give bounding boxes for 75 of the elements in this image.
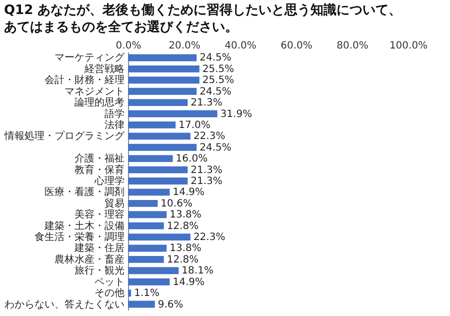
data-label: 17.0% — [178, 120, 210, 131]
y-tick-label: 貿易 — [104, 197, 124, 210]
x-tick-label: 60.0% — [280, 40, 312, 52]
data-label: 21.3% — [190, 98, 222, 109]
data-label: 21.3% — [190, 176, 222, 187]
y-tick-label: わからない、答えたくない — [4, 298, 124, 310]
data-label: 22.3% — [193, 232, 226, 244]
y-tick-label: 論理的思考 — [74, 96, 124, 109]
bar — [128, 211, 167, 218]
y-tick-label: 建築・土木・設備 — [44, 220, 124, 232]
bar — [128, 88, 197, 95]
y-tick-label: 心理学 — [94, 175, 124, 187]
bar — [128, 166, 188, 174]
data-label: 12.8% — [166, 220, 199, 232]
data-label: 14.9% — [172, 276, 204, 288]
data-label: 13.8% — [170, 243, 202, 254]
bar — [128, 300, 155, 308]
bar — [128, 200, 158, 207]
bar — [128, 178, 188, 184]
y-tick-label: 建築・住居 — [74, 242, 124, 254]
bar — [128, 256, 164, 263]
bar — [128, 188, 170, 196]
data-label: 25.5% — [202, 75, 234, 86]
y-tick-label: マーケティング — [54, 52, 126, 64]
y-tick-label: 食生活・栄養・調理 — [34, 231, 124, 244]
bar — [128, 144, 197, 151]
y-tick-label: 美容・理容 — [74, 208, 124, 221]
bar — [128, 65, 200, 72]
data-label: 18.1% — [182, 266, 214, 277]
chart-title: Q12 あなたが、老後も働くために習得したいと思う知識について、あてはまるものを全てお選びください。 — [4, 2, 402, 35]
y-tick-label: 経営戦略 — [84, 62, 124, 75]
data-label: 21.3% — [190, 164, 222, 176]
y-tick-label: ペット — [94, 276, 124, 288]
data-label: 14.9% — [172, 187, 204, 198]
x-tick-label: 20.0% — [168, 40, 200, 52]
data-label: 22.3% — [193, 131, 226, 142]
y-tick-label: 会計・財務・経理 — [44, 74, 124, 86]
x-tick-label: 0.0% — [116, 40, 142, 52]
x-tick-label: 40.0% — [224, 40, 256, 52]
x-tick-label: 80.0% — [336, 40, 368, 52]
y-tick-label: その他 — [94, 287, 124, 300]
data-label: 1.1% — [134, 288, 160, 300]
bar — [128, 234, 190, 241]
data-label: 31.9% — [220, 108, 252, 120]
y-tick-label: 教育・保育 — [74, 164, 124, 176]
bar — [128, 278, 170, 286]
data-label: 13.8% — [170, 210, 202, 221]
y-tick-label: 法律 — [104, 118, 124, 131]
bar — [128, 99, 188, 106]
data-label: 12.8% — [166, 254, 199, 266]
data-label: 9.6% — [158, 299, 184, 310]
y-tick-label: 旅行・観光 — [74, 264, 124, 277]
y-tick-label: 農林水産・畜産 — [54, 253, 124, 266]
bar — [128, 267, 179, 274]
y-tick-label: 情報処理・プログラミング — [4, 130, 126, 142]
data-label: 24.5% — [200, 52, 232, 64]
y-tick-label: マネジメント — [64, 86, 124, 98]
data-label: 25.5% — [202, 64, 234, 75]
y-tick-label: 介護・福祉 — [74, 152, 124, 165]
bar — [128, 290, 132, 297]
bar — [128, 110, 218, 118]
data-label: 24.5% — [200, 142, 232, 154]
data-label: 16.0% — [176, 154, 208, 165]
data-label: 24.5% — [200, 86, 232, 98]
data-label: 10.6% — [160, 198, 192, 210]
bar — [128, 244, 167, 252]
bar — [128, 54, 197, 62]
y-tick-label: 語学 — [104, 108, 124, 120]
x-tick-label: 100.0% — [389, 40, 428, 52]
bar — [128, 155, 173, 162]
y-tick-label: 医療・看護・調剤 — [44, 186, 124, 198]
bar — [128, 121, 176, 128]
bar — [128, 222, 164, 230]
bar — [128, 132, 190, 140]
bar — [128, 76, 200, 84]
